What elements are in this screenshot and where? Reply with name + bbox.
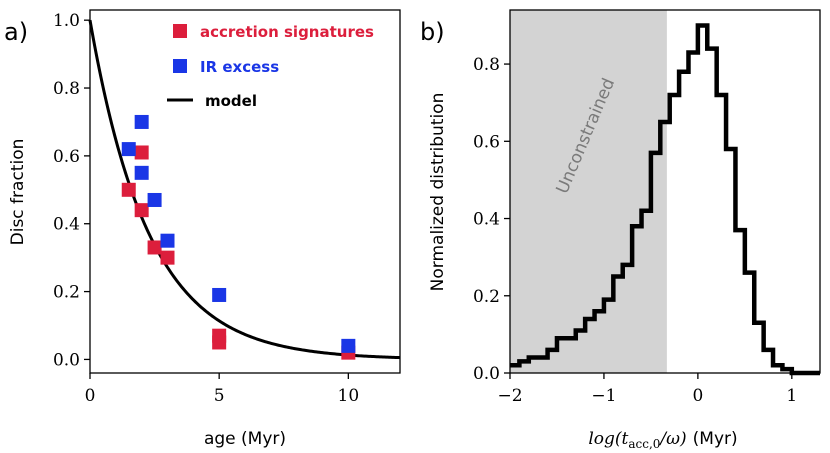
x-tick-label-1: −1: [591, 386, 616, 406]
panel-b-ticks: −2 −1 0 1 0.0 0.2 0.4 0.6 0.8: [473, 55, 797, 406]
panel-b-label: b): [420, 18, 445, 46]
x-tick-label-1: 5: [214, 386, 225, 406]
histogram-bin-20: [698, 25, 707, 373]
panel-a-ticks: 0 5 10 0.0 0.2 0.4 0.6 0.8 1.0: [53, 11, 359, 406]
accretion-point-3: [147, 240, 162, 255]
panel-a: a) 0 5 10 0.0 0.2 0.4 0.6 0.8 1.0 age (Myr) Disc…: [4, 9, 401, 449]
ir-point-5: [212, 287, 227, 302]
y-tick-label-2: 0.4: [53, 215, 80, 235]
x-tick-label-2: 10: [338, 386, 360, 406]
ir-point-4: [160, 233, 175, 248]
legend-label-model: model: [205, 92, 257, 110]
accretion-point-4: [160, 250, 175, 265]
panel-b: b) −2 −1 0 10.00.20.40.60.8 Unconstrained N…: [420, 9, 821, 451]
legend-label-accretion: accretion signatures: [200, 23, 374, 41]
ir-point-3: [147, 192, 162, 207]
legend-swatch-ir: [173, 59, 187, 73]
panel-b-axes: [509, 9, 821, 374]
xlabel-unit: (Myr): [693, 429, 738, 449]
x-tick-label-0: −2: [497, 386, 522, 406]
y-tick-label-1: 0.2: [473, 287, 500, 307]
ir-point-0: [121, 142, 136, 157]
histogram-bin-18: [679, 72, 688, 373]
shaded-rect: [510, 10, 667, 373]
y-tick-label-5: 1.0: [53, 11, 80, 31]
y-tick-label-0: 0.0: [473, 364, 500, 384]
xlabel-tail: /ω): [658, 429, 686, 449]
panel-a-frame: [89, 9, 401, 374]
accretion-point-1: [134, 145, 149, 160]
y-tick-label-3: 0.6: [53, 147, 80, 167]
histogram-group: [509, 23, 820, 376]
panel-a-label: a): [4, 18, 28, 46]
x-tick-label-2: 0: [692, 386, 703, 406]
histogram-bin-21: [707, 49, 716, 373]
y-tick-label-0: 0.0: [53, 350, 80, 370]
legend-label-ir: IR excess: [200, 58, 279, 76]
legend: accretion signatures IR excess model: [167, 23, 374, 110]
y-tick-label-4: 0.8: [473, 55, 500, 75]
ir-point-6: [341, 338, 356, 353]
unconstrained-region: [510, 10, 667, 373]
accretion-point-0: [121, 182, 136, 197]
x-tick-label-0: 0: [85, 386, 96, 406]
x-tick-label-3: 1: [786, 386, 797, 406]
panel-b-xlabel: log(tacc,0/ω) (Myr): [588, 429, 737, 451]
histogram-bin-17: [670, 95, 679, 373]
histogram-outline: [509, 23, 820, 376]
panel-b-ylabel: Normalized distribution: [428, 93, 448, 292]
xlabel-sub: acc,0: [628, 437, 660, 451]
accretion-point-6: [212, 335, 227, 350]
y-tick-label-4: 0.8: [53, 79, 80, 99]
histogram-bin-19: [688, 52, 697, 373]
panel-a-xlabel: age (Myr): [204, 429, 286, 449]
panel-a-ylabel: Disc fraction: [8, 139, 28, 246]
xlabel-math: log(t: [588, 429, 628, 449]
accretion-point-2: [134, 203, 149, 218]
y-tick-label-2: 0.4: [473, 210, 500, 230]
panel-b-frame: [509, 9, 821, 374]
y-tick-label-3: 0.6: [473, 132, 500, 152]
ir-point-2: [134, 165, 149, 180]
panel-a-axes: [89, 9, 401, 374]
ir-point-1: [134, 114, 149, 129]
legend-swatch-accretion: [173, 24, 187, 38]
scatter-points: [121, 114, 356, 360]
y-tick-label-1: 0.2: [53, 283, 80, 303]
